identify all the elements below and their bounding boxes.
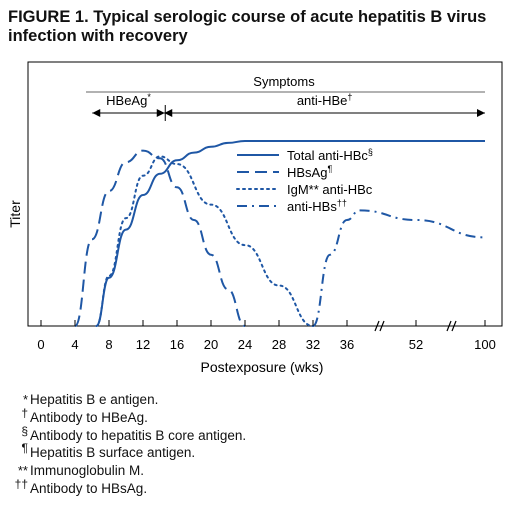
footnote-text: Antibody to HBsAg. — [30, 480, 148, 496]
x-tick-label: 28 — [272, 337, 286, 352]
footnote-text: Immunoglobulin M. — [30, 463, 145, 479]
period-arrow-left — [92, 109, 101, 117]
legend: Total anti-HBc§HBsAg¶ IgM** anti-HBcanti-… — [236, 147, 373, 214]
period-annotations: Symptoms HBeAg* anti-HBe† — [86, 74, 485, 121]
symptoms-label: Symptoms — [253, 74, 315, 89]
x-tick-label: 32 — [306, 337, 320, 352]
axis-break — [446, 320, 452, 332]
legend-label: IgM** anti-HBc — [287, 182, 373, 197]
period-label: HBeAg* — [106, 92, 151, 108]
x-tick-label: 24 — [238, 337, 252, 352]
series-line-dashed — [74, 149, 246, 327]
footnote-mark: ¶ — [21, 441, 28, 456]
x-tick-label: 8 — [105, 337, 112, 352]
series-line-dashdot — [312, 209, 486, 327]
legend-label-mark: ¶ — [327, 164, 332, 174]
footnote: †† Antibody to HBsAg. — [6, 477, 246, 498]
x-tick-label: 36 — [340, 337, 354, 352]
legend-label-mark: †† — [337, 198, 347, 208]
footnote-mark: * — [22, 392, 28, 407]
period-arrow-right — [156, 109, 165, 117]
legend-label: HBsAg¶ — [287, 164, 332, 180]
footnote: ** Immunoglobulin M. — [6, 462, 246, 480]
legend-label-mark: § — [368, 147, 373, 157]
footnote-mark: † — [21, 405, 28, 420]
footnote-mark: § — [21, 423, 28, 438]
period-label-mark: * — [147, 92, 151, 102]
footnote: * Hepatitis B e antigen. — [6, 391, 246, 409]
period-label: anti-HBe† — [297, 92, 353, 108]
footnote: ¶ Hepatitis B surface antigen. — [6, 441, 246, 462]
footnote: † Antibody to HBeAg. — [6, 406, 246, 427]
period-arrow-right — [477, 109, 485, 117]
x-tick-label: 20 — [204, 337, 218, 352]
footnote-text: Hepatitis B e antigen. — [30, 392, 159, 407]
footnote: § Antibody to hepatitis B core antigen. — [6, 424, 247, 445]
footnote-text: Antibody to hepatitis B core antigen. — [30, 427, 247, 443]
plot-frame — [27, 61, 503, 327]
footnote-text: Antibody to HBeAg. — [30, 409, 148, 425]
footnote-mark: †† — [14, 476, 28, 491]
axis-break — [374, 320, 380, 332]
x-tick-label: 52 — [409, 337, 423, 352]
chart-svg: 0 4 8 12 16 20 24 28 32 36 52 100 Symptoms HBeAg* ant… — [7, 61, 503, 375]
x-tick-label: 16 — [170, 337, 184, 352]
axis-break — [451, 320, 457, 332]
chart-title: FIGURE 1. Typical serologic course of ac… — [8, 8, 487, 45]
x-axis: 0 4 8 12 16 20 24 28 32 36 52 100 — [37, 320, 496, 352]
period-label-mark: † — [347, 92, 352, 102]
x-tick-label: 12 — [136, 337, 150, 352]
plot-layer — [74, 139, 486, 327]
legend-label: anti-HBs†† — [287, 198, 347, 214]
axis-break — [379, 320, 385, 332]
series-line-dotted — [95, 155, 314, 327]
x-tick-label: 100 — [474, 337, 496, 352]
x-axis-label: Postexposure (wks) — [201, 359, 324, 375]
legend-label: Total anti-HBc§ — [287, 147, 373, 163]
footnote-text: Hepatitis B surface antigen. — [30, 445, 196, 461]
footnote-mark: ** — [17, 463, 28, 479]
y-axis-label: Titer — [7, 200, 23, 228]
x-tick-label: 4 — [71, 337, 78, 352]
x-tick-label: 0 — [37, 337, 44, 352]
footnotes: * Hepatitis B e antigen. † Antibody to HBe… — [6, 391, 247, 498]
period-arrow-left — [164, 109, 173, 117]
series-line-solid — [95, 139, 485, 327]
